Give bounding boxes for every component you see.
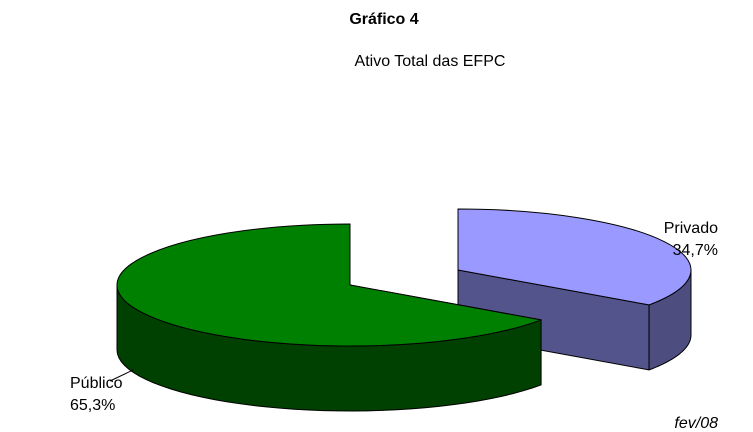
slice-label: Privado (664, 220, 718, 237)
slice-label: Público (70, 375, 123, 392)
value-label: 34,7% (673, 242, 718, 259)
slice (457, 208, 692, 306)
slice (116, 223, 542, 347)
chart-title: Gráfico 4 (349, 11, 418, 28)
leader-line (109, 369, 134, 382)
value-label: 65,3% (70, 397, 115, 414)
chart-subtitle: Ativo Total das EFPC (355, 53, 506, 70)
note: fev/08 (674, 415, 718, 432)
